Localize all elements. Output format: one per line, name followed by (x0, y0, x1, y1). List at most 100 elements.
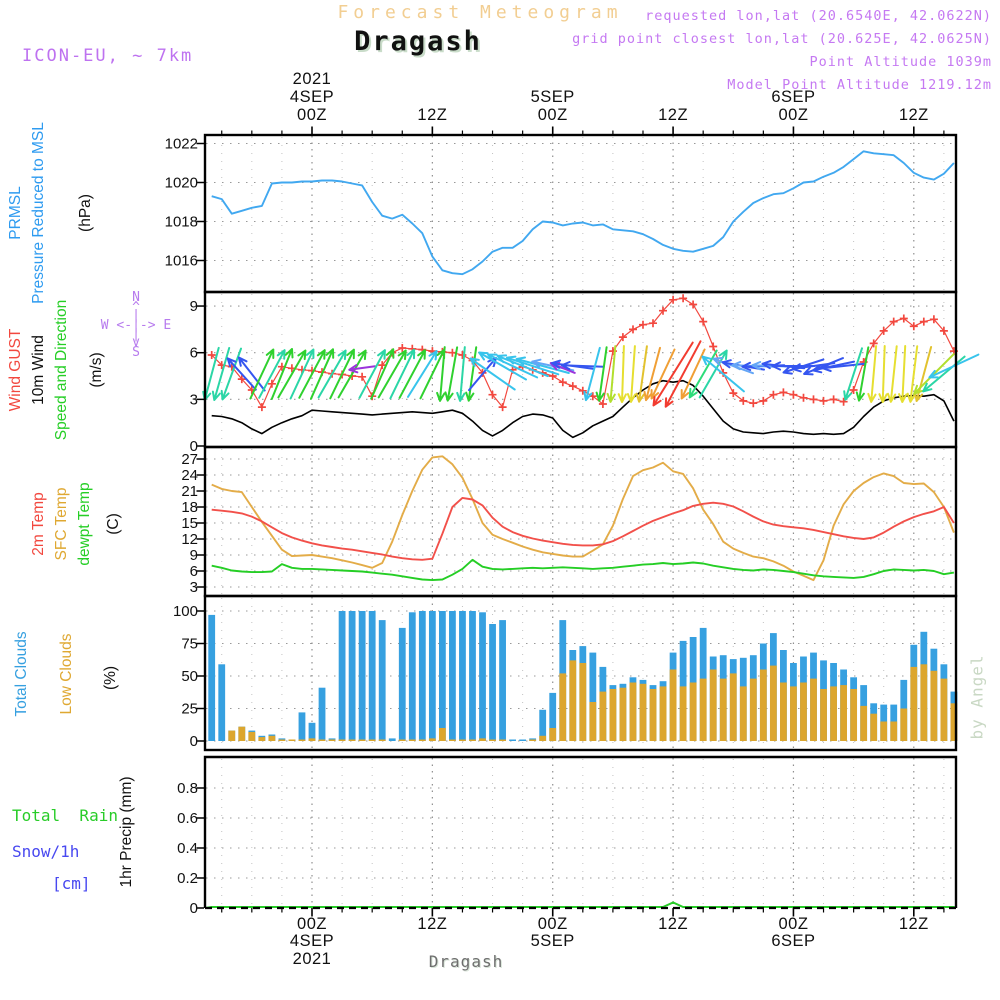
y-tick-label: 9 (190, 547, 198, 564)
wind-direction-arrow (220, 347, 242, 401)
total-clouds-bar (418, 611, 426, 741)
wind-direction-arrow (258, 349, 286, 399)
year-tick-label: 2021 (293, 950, 332, 968)
low-clouds-bar (900, 708, 908, 741)
wind-direction-arrow (506, 355, 560, 376)
total-clouds-bar (519, 739, 527, 741)
low-clouds-bar (559, 673, 567, 741)
wind-direction-arrow (515, 356, 570, 374)
sfc-temp-curve (211, 455, 955, 582)
compass-stem2-icon: | (132, 327, 140, 342)
low-clouds-bar (368, 739, 376, 741)
low-clouds-bar (599, 691, 607, 741)
low-clouds-bar (609, 689, 617, 741)
low-clouds-bar (529, 739, 537, 741)
dewpt-curve (211, 558, 955, 582)
wind-direction-arrow (812, 360, 856, 374)
compass-stem-icon: | (132, 308, 140, 323)
low-clouds-bar (489, 739, 496, 741)
wind-direction-arrow (928, 353, 980, 379)
y-tick-label: 100 (173, 603, 198, 620)
time-tick-label: 00Z (538, 106, 568, 124)
low-clouds-bar (920, 664, 928, 741)
total-clouds-bar (318, 687, 326, 741)
low-clouds-bar (348, 739, 356, 741)
time-tick-label: 12Z (417, 106, 447, 124)
total-clouds-bar (479, 612, 486, 741)
compass-north: N (132, 290, 140, 305)
total-rain-label: Total Rain (12, 806, 118, 825)
low-clouds-bar (950, 703, 958, 741)
low-clouds-bar (729, 673, 737, 741)
requested-coords: requested lon,lat (20.6540E, 42.0622N) (645, 8, 992, 24)
low-clouds-bar (449, 739, 456, 741)
low-clouds-bar (338, 739, 346, 741)
low-clouds-bar (459, 739, 466, 741)
y-tick-label: 0.4 (177, 840, 198, 857)
low-clouds-bar (930, 670, 938, 741)
footer-station-name: Dragash (428, 952, 504, 971)
wind-direction-arrow (237, 356, 266, 392)
total-clouds-bar (499, 620, 506, 741)
low-clouds-bar (810, 678, 817, 741)
y-tick-label: 0.2 (177, 870, 198, 887)
low-clouds-bar (699, 678, 707, 741)
total-clouds-bar (438, 611, 446, 741)
date-tick-label: 6SEP (771, 932, 815, 950)
low-clouds-bar (418, 739, 426, 741)
wind-direction-arrow (496, 354, 549, 378)
t2m-curve (211, 496, 955, 561)
total-clouds-bar (218, 664, 226, 741)
time-tick-label: 00Z (778, 106, 808, 124)
low-clouds-bar (759, 669, 767, 741)
date-tick-label: 6SEP (771, 88, 815, 106)
low-clouds-bar (850, 689, 858, 741)
wind-direction-arrow (906, 345, 919, 403)
wind-direction-arrow (329, 348, 355, 400)
low-clouds-bar (719, 678, 727, 741)
wind-direction-arrow (867, 345, 878, 403)
wind-direction-arrow (249, 348, 275, 400)
wind-direction-arrow (922, 355, 966, 393)
total-clouds-bar (308, 722, 316, 741)
y-tick-label: 3 (190, 391, 198, 408)
wind-direction-arrow (226, 357, 257, 391)
low-clouds-bar (238, 726, 246, 741)
wind-direction-arrow (298, 349, 326, 399)
wind-direction-arrow (782, 358, 825, 375)
low-clouds-bar (629, 682, 637, 741)
wind-direction-arrow (887, 345, 898, 403)
time-tick-label: 12Z (899, 915, 929, 933)
low-clouds-bar (278, 739, 286, 741)
y-tick-label: 0.6 (177, 810, 198, 827)
low-clouds-bar (288, 739, 296, 741)
y-tick-label: 1016 (165, 253, 198, 270)
wind-direction-arrow (436, 346, 446, 402)
low-clouds-bar (248, 731, 256, 741)
y-tick-label: 0 (190, 438, 198, 455)
low-clouds-bar (709, 669, 717, 741)
precip-panel-frame (203, 755, 958, 908)
low-clouds-bar (499, 739, 506, 741)
wind-direction-arrow (465, 346, 478, 402)
wind-direction-arrow (377, 349, 407, 399)
wind-direction-arrow (626, 345, 637, 403)
low-clouds-bar (469, 739, 476, 741)
total-clouds-bar (358, 611, 366, 741)
total-clouds-bar (368, 611, 376, 741)
grid-point-coords: grid point closest lon,lat (20.625E, 42.… (572, 31, 992, 47)
wind-direction-arrow (444, 346, 459, 402)
low-clouds-bar (298, 739, 306, 741)
total-clouds-bar (469, 611, 476, 741)
wind-direction-arrow (487, 353, 539, 379)
low-clouds-bar (940, 678, 948, 741)
wind-direction-arrow (878, 345, 888, 403)
wind-direction-arrow (701, 355, 745, 393)
y-tick-label: 27 (181, 451, 198, 468)
low-clouds-bar (800, 682, 807, 741)
pressure-curve (211, 150, 955, 276)
date-tick-label: 4SEP (290, 88, 334, 106)
wind-direction-arrow (650, 348, 676, 400)
y-tick-label: 25 (181, 701, 198, 718)
total-clouds-bar (449, 611, 456, 741)
